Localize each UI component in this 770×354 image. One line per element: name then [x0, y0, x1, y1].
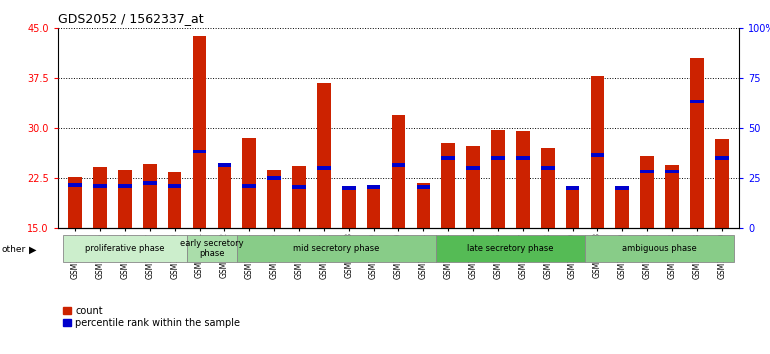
Bar: [467, 166, 480, 170]
Bar: [93, 184, 107, 188]
Bar: [715, 156, 728, 160]
Bar: [591, 76, 604, 228]
Bar: [69, 183, 82, 187]
Bar: [143, 164, 156, 228]
Bar: [243, 184, 256, 188]
Text: mid secretory phase: mid secretory phase: [293, 244, 380, 253]
Bar: [69, 177, 82, 228]
Bar: [715, 139, 728, 228]
Bar: [243, 138, 256, 228]
Bar: [690, 100, 704, 103]
Bar: [491, 130, 505, 228]
Bar: [267, 177, 281, 180]
Bar: [93, 167, 107, 228]
Bar: [467, 145, 480, 228]
Bar: [615, 187, 629, 190]
Bar: [665, 170, 679, 173]
Bar: [218, 163, 231, 167]
Bar: [491, 156, 505, 160]
FancyBboxPatch shape: [436, 235, 585, 262]
Bar: [367, 185, 380, 228]
Bar: [641, 156, 654, 228]
Bar: [516, 131, 530, 228]
Text: proliferative phase: proliferative phase: [85, 244, 165, 253]
FancyBboxPatch shape: [62, 235, 187, 262]
Text: ▶: ▶: [29, 245, 37, 255]
Bar: [143, 181, 156, 185]
Text: GDS2052 / 1562337_at: GDS2052 / 1562337_at: [58, 12, 203, 25]
Bar: [292, 166, 306, 228]
Bar: [168, 172, 182, 228]
Text: early secretory
phase: early secretory phase: [180, 239, 244, 258]
FancyBboxPatch shape: [187, 235, 237, 262]
Bar: [541, 148, 554, 228]
Bar: [342, 187, 356, 190]
Bar: [367, 185, 380, 189]
Bar: [516, 156, 530, 160]
Text: ambiguous phase: ambiguous phase: [622, 244, 697, 253]
Bar: [118, 170, 132, 228]
Bar: [541, 166, 554, 170]
Bar: [441, 156, 455, 160]
FancyBboxPatch shape: [237, 235, 436, 262]
Bar: [317, 83, 330, 228]
FancyBboxPatch shape: [585, 235, 735, 262]
Bar: [417, 183, 430, 228]
Bar: [168, 184, 182, 188]
Bar: [342, 188, 356, 228]
Bar: [591, 153, 604, 157]
Text: other: other: [2, 245, 25, 254]
Bar: [441, 143, 455, 228]
Bar: [218, 164, 231, 228]
Text: late secretory phase: late secretory phase: [467, 244, 554, 253]
Bar: [392, 115, 405, 228]
Bar: [317, 166, 330, 170]
Bar: [292, 185, 306, 189]
Bar: [690, 58, 704, 228]
Bar: [665, 165, 679, 228]
Bar: [267, 170, 281, 228]
Legend: count, percentile rank within the sample: count, percentile rank within the sample: [62, 306, 240, 328]
Bar: [615, 190, 629, 228]
Bar: [566, 188, 579, 228]
Bar: [118, 184, 132, 188]
Bar: [641, 170, 654, 173]
Bar: [192, 150, 206, 154]
Bar: [192, 36, 206, 228]
Bar: [566, 187, 579, 190]
Bar: [392, 163, 405, 167]
Bar: [417, 185, 430, 189]
